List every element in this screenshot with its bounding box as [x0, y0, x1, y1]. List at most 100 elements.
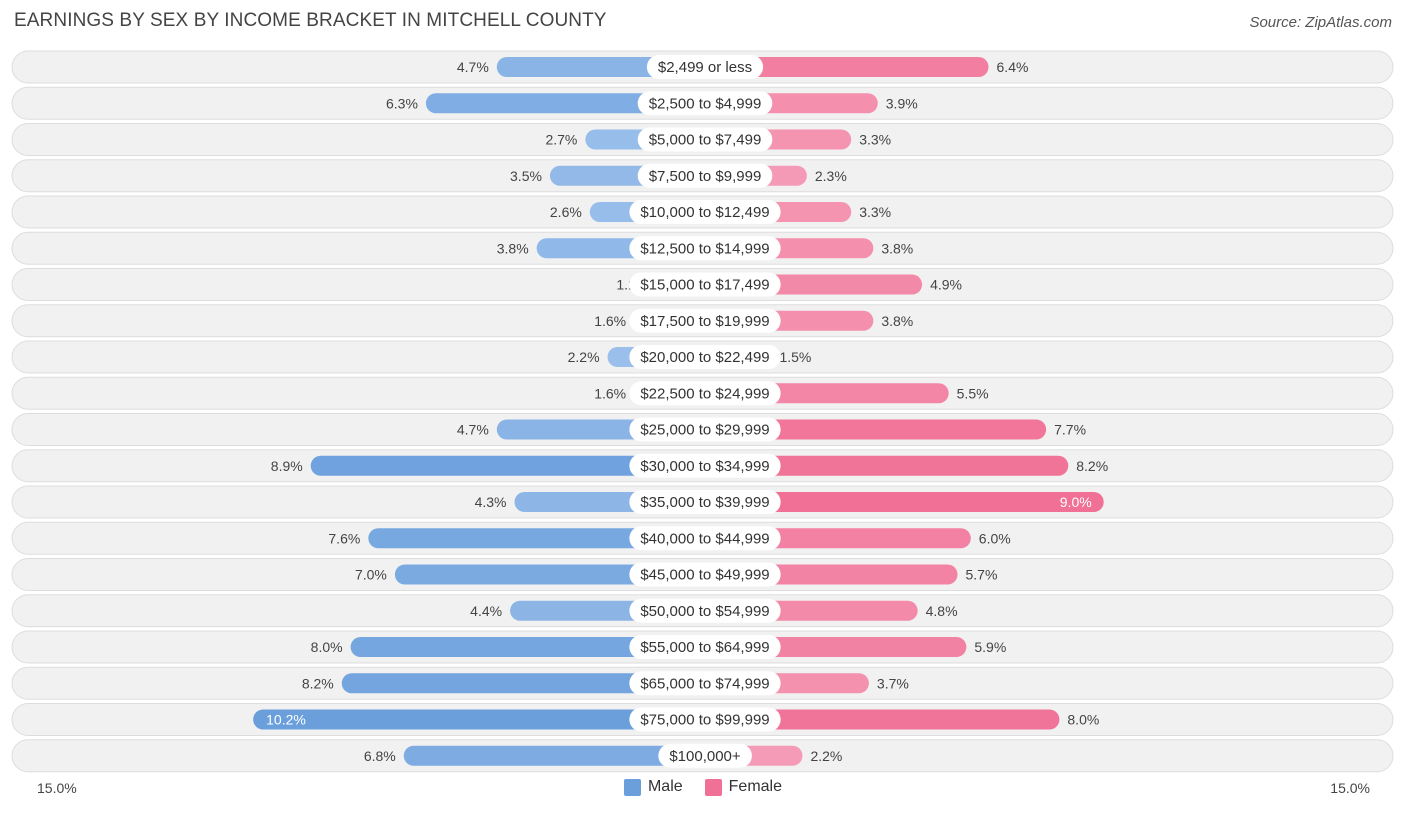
value-label-female: 8.0%	[1067, 712, 1099, 728]
chart-title: EARNINGS BY SEX BY INCOME BRACKET IN MIT…	[14, 10, 607, 31]
category-label: $5,000 to $7,499	[649, 132, 762, 149]
value-label-male: 3.8%	[497, 240, 529, 256]
value-label-female: 3.9%	[886, 95, 918, 111]
value-label-female: 3.8%	[881, 240, 913, 256]
category-label: $50,000 to $54,999	[640, 603, 769, 620]
category-label: $75,000 to $99,999	[640, 712, 769, 729]
category-label: $35,000 to $39,999	[640, 494, 769, 511]
value-label-female: 5.9%	[974, 639, 1006, 655]
category-label: $45,000 to $49,999	[640, 567, 769, 584]
category-pill	[629, 707, 781, 732]
value-label-male: 1.6%	[594, 385, 626, 401]
legend-swatch-male	[623, 778, 641, 796]
value-label-female: 6.4%	[997, 59, 1029, 75]
value-label-male: 1.6%	[594, 313, 626, 329]
category-label: $12,500 to $14,999	[640, 240, 769, 257]
chart-row: 10.2% 8.0% $75,000 to $99,999	[11, 703, 1394, 736]
category-pill	[637, 163, 773, 188]
chart-row: 7.0% 5.7% $45,000 to $49,999	[11, 558, 1394, 591]
chart-row: 4.7% 7.7% $25,000 to $29,999	[11, 413, 1394, 446]
value-label-female: 6.0%	[979, 530, 1011, 546]
bar-female	[705, 419, 1047, 440]
value-label-female: 2.3%	[815, 168, 847, 184]
bar-male	[368, 528, 705, 549]
category-pill	[646, 55, 764, 79]
bar-male	[425, 93, 705, 114]
category-pill	[629, 598, 781, 623]
chart-row: 1.6% 5.5% $22,500 to $24,999	[11, 376, 1394, 410]
value-label-male: 8.0%	[311, 639, 343, 655]
value-label-male: 7.0%	[355, 567, 387, 583]
value-label-female: 4.9%	[930, 277, 962, 293]
category-label: $17,500 to $19,999	[640, 313, 769, 330]
chart-row: 4.7% 6.4% $2,499 or less	[11, 50, 1394, 84]
chart-row: 4.4% 4.8% $50,000 to $54,999	[11, 594, 1394, 628]
value-label-male: 4.3%	[475, 494, 507, 510]
axis-left-label: 15.0%	[37, 780, 77, 796]
category-label: $65,000 to $74,999	[640, 675, 769, 692]
bar-female	[705, 455, 1069, 476]
legend: Male Female	[0, 778, 1406, 796]
category-label: $2,500 to $4,999	[649, 95, 762, 112]
category-pill	[637, 91, 773, 116]
value-label-female: 3.3%	[859, 204, 891, 220]
value-label-female: 8.2%	[1076, 458, 1108, 474]
category-pill	[629, 671, 781, 696]
chart-row: 3.5% 2.3% $7,500 to $9,999	[11, 159, 1394, 193]
category-label: $25,000 to $29,999	[640, 422, 769, 439]
legend-swatch-female	[704, 778, 722, 796]
category-pill	[629, 272, 781, 297]
chart-row: 8.0% 5.9% $55,000 to $64,999	[11, 630, 1394, 664]
chart-row: 6.8% 2.2% $100,000+	[11, 739, 1394, 773]
bar-male	[253, 709, 705, 730]
category-pill	[629, 417, 781, 442]
category-pill	[629, 490, 781, 514]
category-label: $40,000 to $44,999	[640, 530, 769, 547]
category-label: $100,000+	[669, 748, 741, 765]
category-label: $7,500 to $9,999	[649, 168, 762, 185]
chart-row: 8.2% 3.7% $65,000 to $74,999	[11, 666, 1394, 700]
category-pill	[629, 635, 781, 659]
bar-male	[394, 564, 705, 585]
category-pill	[637, 127, 773, 152]
value-label-male: 2.2%	[568, 349, 600, 365]
legend-item-male[interactable]: Male	[623, 778, 683, 796]
category-pill	[629, 345, 781, 369]
bar-male	[310, 455, 705, 476]
legend-label-female: Female	[728, 778, 783, 795]
value-label-female: 3.3%	[859, 132, 891, 148]
value-label-female: 5.5%	[957, 385, 989, 401]
value-label-female: 3.7%	[877, 675, 909, 691]
chart-row: 8.9% 8.2% $30,000 to $34,999	[11, 449, 1394, 483]
legend-label-male: Male	[647, 778, 683, 795]
value-label-male: 7.6%	[328, 530, 360, 546]
category-label: $20,000 to $22,499	[640, 349, 769, 366]
value-label-female: 4.8%	[926, 603, 958, 619]
bar-male	[341, 673, 705, 694]
value-label-male: 8.9%	[271, 458, 303, 474]
category-pill	[629, 200, 781, 224]
value-label-male: 6.8%	[364, 748, 396, 764]
value-label-female: 7.7%	[1054, 422, 1086, 438]
value-label-female: 5.7%	[966, 567, 998, 583]
value-label-male: 4.7%	[457, 59, 489, 75]
chart-row: 4.3% 9.0% $35,000 to $39,999	[11, 485, 1394, 519]
value-label-male: 2.7%	[545, 132, 577, 148]
axis-right-label: 15.0%	[1330, 780, 1370, 796]
value-label-female: 1.5%	[779, 349, 811, 365]
chart-row: 2.6% 3.3% $10,000 to $12,499	[11, 195, 1394, 229]
legend-item-female[interactable]: Female	[704, 778, 783, 796]
category-pill	[629, 526, 781, 551]
chart-row: 2.7% 3.3% $5,000 to $7,499	[11, 123, 1394, 156]
bar-female	[705, 57, 989, 77]
category-label: $22,500 to $24,999	[640, 385, 769, 402]
category-label: $15,000 to $17,499	[640, 277, 769, 294]
category-label: $30,000 to $34,999	[640, 458, 769, 475]
chart-row: 6.3% 3.9% $2,500 to $4,999	[11, 86, 1394, 120]
category-pill	[629, 562, 781, 587]
category-label: $55,000 to $64,999	[640, 639, 769, 656]
value-label-male: 8.2%	[302, 675, 334, 691]
category-pill	[629, 308, 781, 333]
value-label-female: 2.2%	[810, 748, 842, 764]
